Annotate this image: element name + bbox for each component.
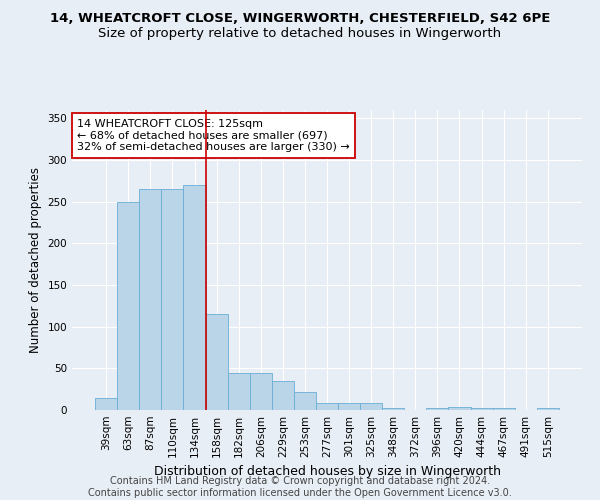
Bar — [161, 189, 184, 410]
Bar — [272, 381, 294, 410]
Bar — [470, 408, 493, 410]
Bar — [227, 372, 250, 410]
Bar — [316, 404, 338, 410]
Text: 14 WHEATCROFT CLOSE: 125sqm
← 68% of detached houses are smaller (697)
32% of se: 14 WHEATCROFT CLOSE: 125sqm ← 68% of det… — [77, 119, 350, 152]
Bar — [294, 392, 316, 410]
Y-axis label: Number of detached properties: Number of detached properties — [29, 167, 42, 353]
Text: 14, WHEATCROFT CLOSE, WINGERWORTH, CHESTERFIELD, S42 6PE: 14, WHEATCROFT CLOSE, WINGERWORTH, CHEST… — [50, 12, 550, 26]
Bar — [95, 398, 117, 410]
Bar — [117, 202, 139, 410]
Bar — [139, 189, 161, 410]
Bar — [206, 314, 227, 410]
Text: Contains HM Land Registry data © Crown copyright and database right 2024.
Contai: Contains HM Land Registry data © Crown c… — [88, 476, 512, 498]
Bar — [184, 185, 206, 410]
Bar — [493, 408, 515, 410]
Bar — [338, 404, 360, 410]
Bar — [448, 406, 470, 410]
Bar — [537, 408, 559, 410]
Text: Size of property relative to detached houses in Wingerworth: Size of property relative to detached ho… — [98, 28, 502, 40]
Bar — [427, 408, 448, 410]
X-axis label: Distribution of detached houses by size in Wingerworth: Distribution of detached houses by size … — [154, 466, 500, 478]
Bar — [360, 404, 382, 410]
Bar — [382, 408, 404, 410]
Bar — [250, 372, 272, 410]
